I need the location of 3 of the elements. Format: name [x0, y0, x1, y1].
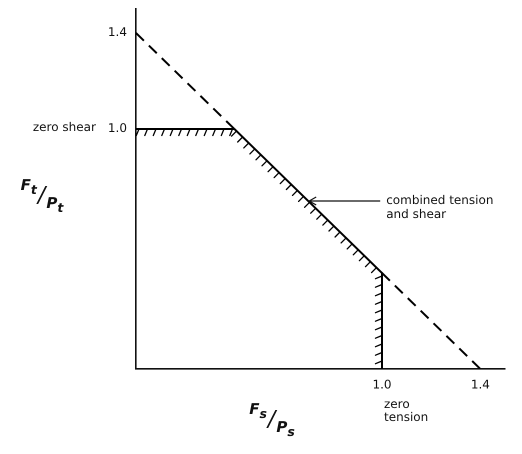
text: zero shear — [32, 120, 96, 134]
annotation: combined tension and shear — [386, 193, 494, 222]
annotation: zero tension — [384, 397, 428, 424]
